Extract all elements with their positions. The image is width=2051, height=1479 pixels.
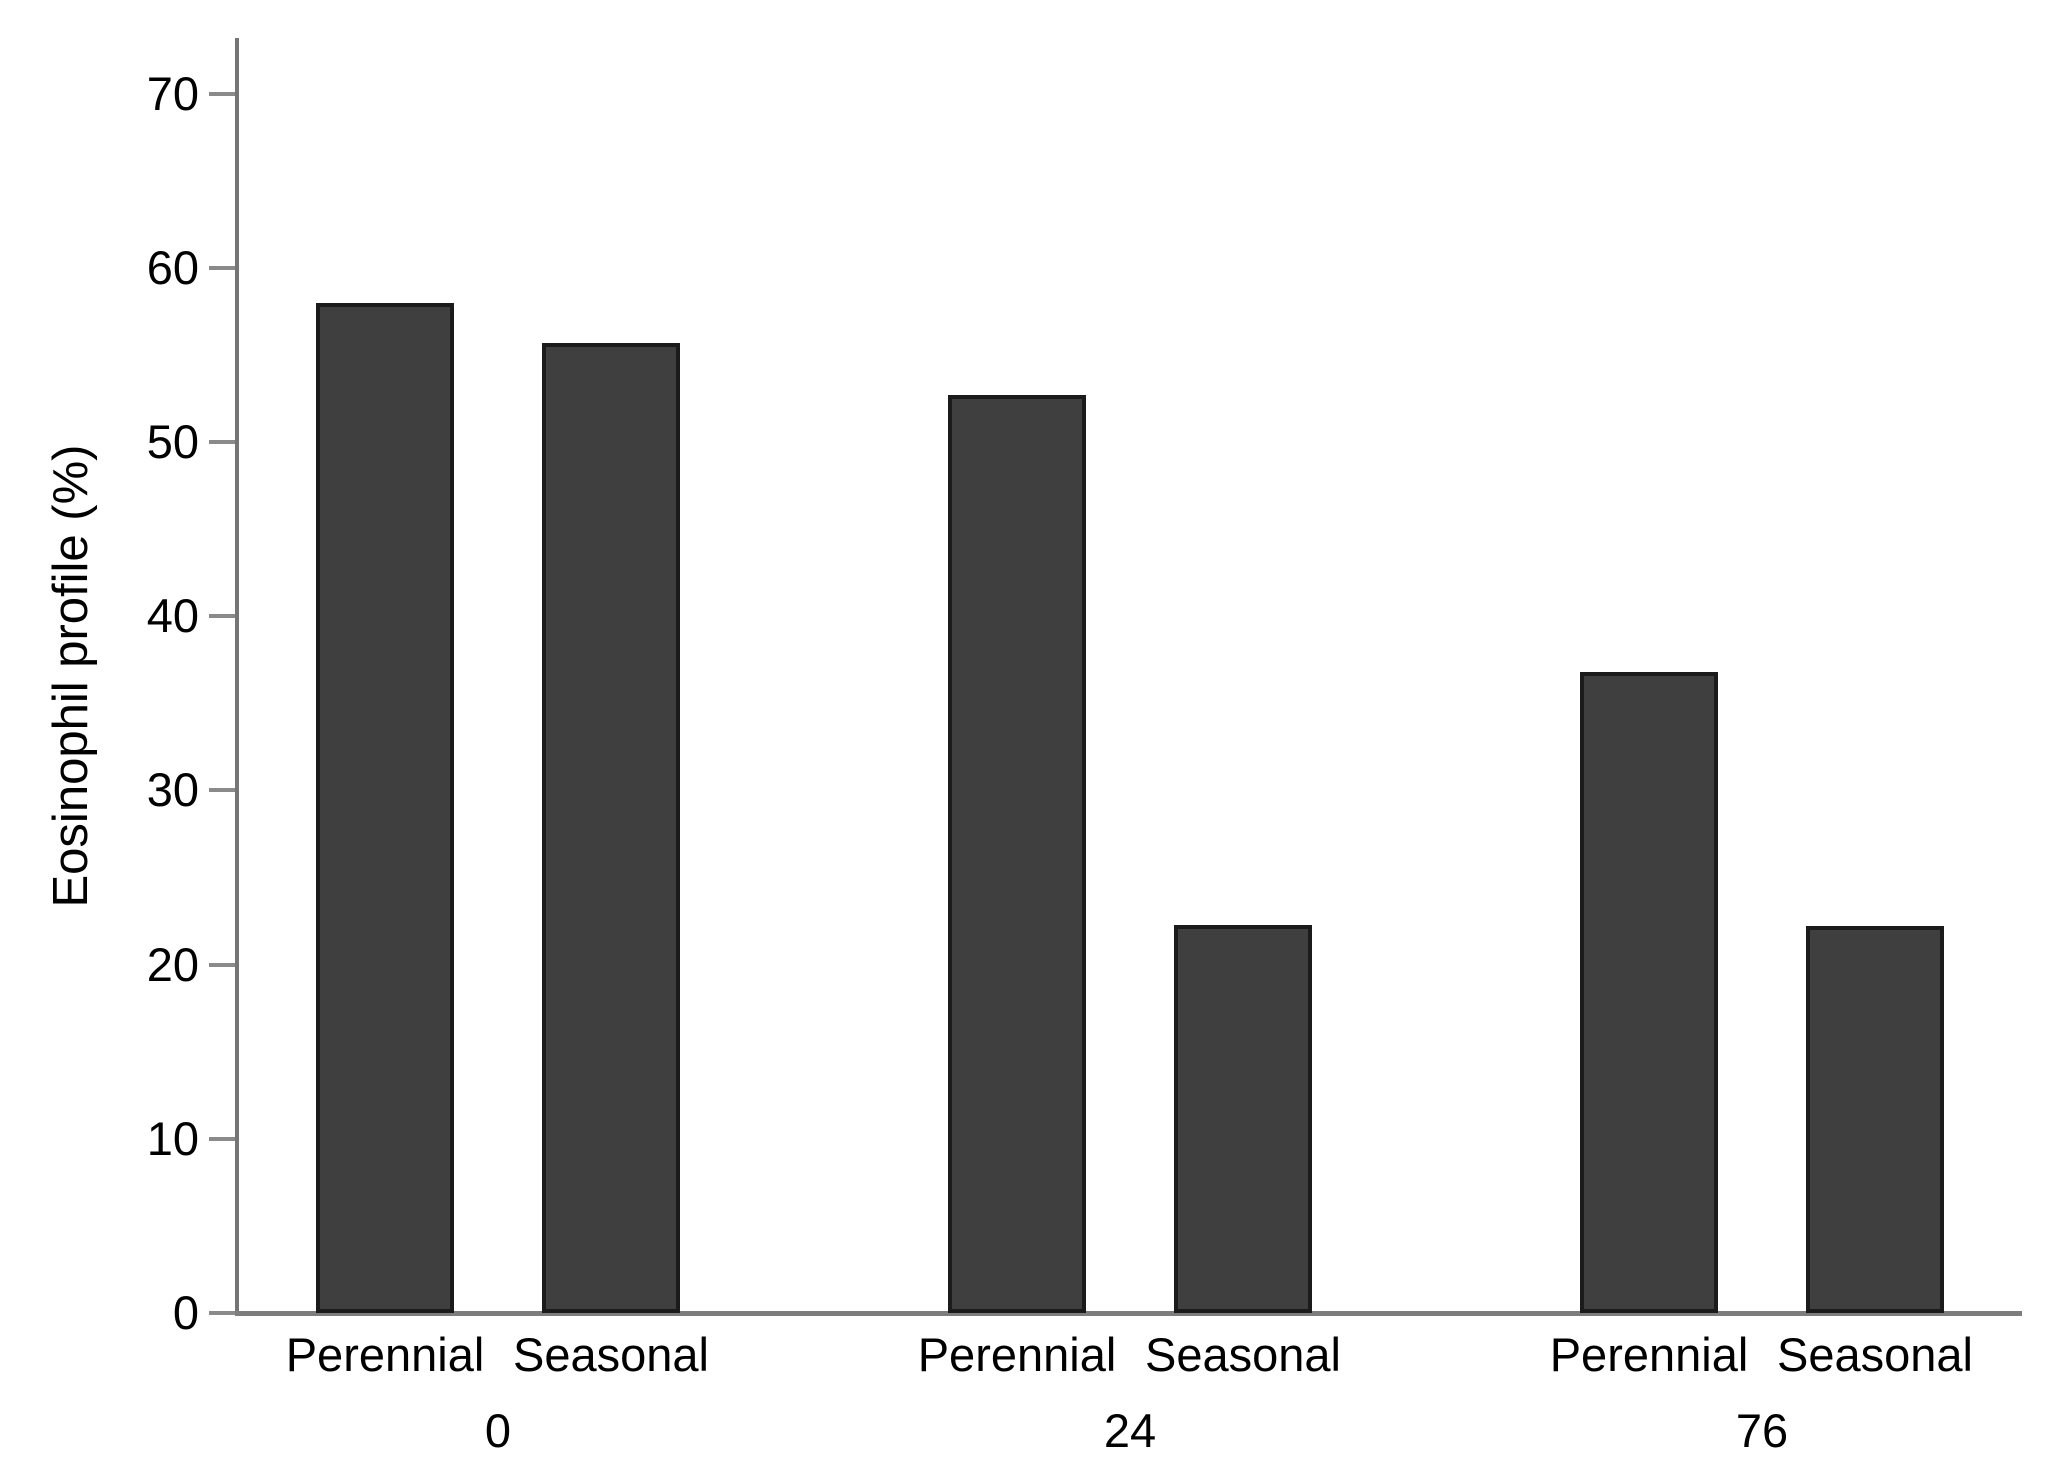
bar-tick-label: Perennial — [1549, 1328, 1749, 1381]
bar-seasonal-group-0 — [542, 343, 680, 1313]
x-axis-line — [235, 1311, 2022, 1316]
y-tick-label: 50 — [146, 415, 199, 469]
y-tick-mark — [209, 265, 235, 270]
y-axis-title: Eosinophil profile (%) — [44, 444, 98, 908]
y-tick-label: 20 — [146, 937, 199, 991]
y-axis-line — [235, 38, 239, 1315]
bar-tick-label: Perennial — [285, 1328, 485, 1381]
bar-tick-label: Seasonal — [1145, 1328, 1341, 1381]
y-tick-mark — [209, 614, 235, 619]
y-tick-label: 10 — [146, 1111, 199, 1165]
y-tick-mark — [209, 440, 235, 445]
y-tick-label: 60 — [146, 240, 199, 294]
bar-seasonal-group-24 — [1174, 925, 1312, 1313]
bar-seasonal-group-76 — [1806, 926, 1944, 1313]
y-tick-label: 0 — [172, 1286, 199, 1339]
y-tick-mark — [209, 1136, 235, 1141]
group-label: 76 — [1735, 1404, 1789, 1457]
y-tick-mark — [209, 91, 235, 96]
bar-perennial-group-24 — [948, 395, 1086, 1313]
bar-perennial-group-76 — [1580, 672, 1718, 1313]
group-label: 24 — [1103, 1404, 1157, 1457]
bar-tick-label: Seasonal — [1777, 1328, 1973, 1381]
bar-tick-label: Seasonal — [513, 1328, 709, 1381]
y-tick-label: 70 — [146, 66, 199, 120]
bar-tick-label: Perennial — [917, 1328, 1117, 1381]
y-tick-mark — [209, 1311, 235, 1315]
y-tick-mark — [209, 788, 235, 793]
y-tick-mark — [209, 962, 235, 967]
y-tick-label: 30 — [146, 763, 199, 817]
bar-perennial-group-0 — [316, 303, 454, 1313]
y-tick-label: 40 — [146, 589, 199, 643]
group-label: 0 — [484, 1404, 512, 1457]
